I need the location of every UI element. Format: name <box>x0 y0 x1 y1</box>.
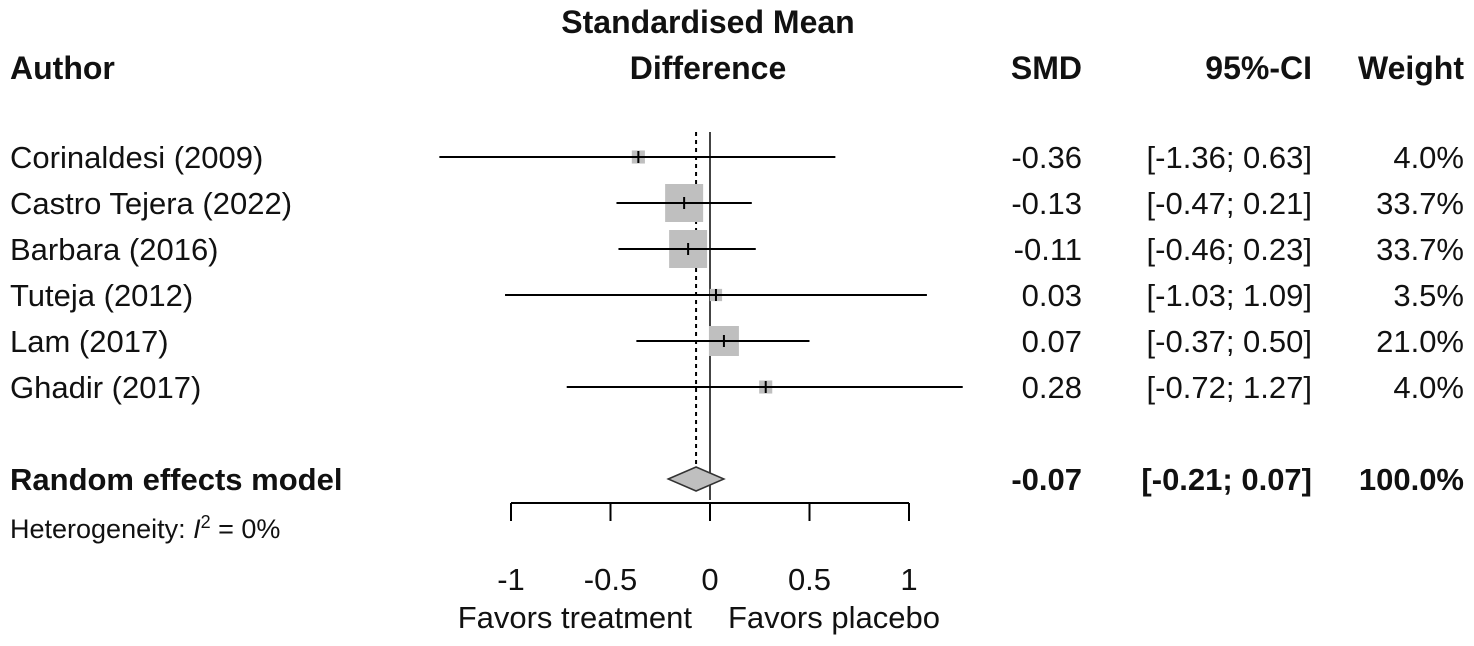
favors-right-label: Favors placebo <box>728 600 940 635</box>
study-author: Tuteja (2012) <box>10 278 194 313</box>
study-ci: [-0.46; 0.23] <box>1146 232 1312 267</box>
chart-title-line1: Standardised Mean <box>561 4 855 40</box>
study-weight: 33.7% <box>1376 232 1464 267</box>
favors-left-label: Favors treatment <box>457 600 692 635</box>
x-axis-tick-label: 0.5 <box>788 562 831 597</box>
study-author: Barbara (2016) <box>10 232 219 267</box>
heterogeneity-text: Heterogeneity: I2 = 0% <box>10 512 280 545</box>
study-weight: 3.5% <box>1393 278 1464 313</box>
author-column-header: Author <box>10 50 115 86</box>
study-smd: -0.11 <box>1013 232 1082 267</box>
study-weight: 4.0% <box>1393 370 1464 405</box>
study-smd: 0.28 <box>1021 370 1082 405</box>
pooled-smd: -0.07 <box>1011 462 1082 497</box>
pooled-diamond <box>666 466 726 492</box>
study-smd: 0.03 <box>1021 278 1082 313</box>
study-ci: [-0.72; 1.27] <box>1146 370 1312 405</box>
study-author: Ghadir (2017) <box>10 370 202 405</box>
study-ci: [-0.47; 0.21] <box>1146 186 1312 221</box>
x-axis-tick-label: 1 <box>900 562 917 597</box>
heterogeneity-suffix: = 0% <box>210 514 281 544</box>
weight-column-header: Weight <box>1357 50 1464 86</box>
x-axis-tick-label: -1 <box>497 562 525 597</box>
heterogeneity-superscript: 2 <box>200 512 211 532</box>
study-weight: 21.0% <box>1376 324 1464 359</box>
smd-column-header: SMD <box>1010 50 1082 86</box>
pooled-weight: 100.0% <box>1358 462 1464 497</box>
x-axis-tick-label: 0 <box>701 562 718 597</box>
study-smd: -0.36 <box>1011 140 1082 175</box>
pooled-ci: [-0.21; 0.07] <box>1141 462 1312 497</box>
study-weight: 33.7% <box>1376 186 1464 221</box>
heterogeneity-symbol: I <box>193 514 201 544</box>
study-smd: -0.13 <box>1011 186 1082 221</box>
study-smd: 0.07 <box>1021 324 1082 359</box>
pooled-label: Random effects model <box>10 462 343 497</box>
study-author: Lam (2017) <box>10 324 169 359</box>
study-weight: 4.0% <box>1393 140 1464 175</box>
study-ci: [-1.36; 0.63] <box>1146 140 1312 175</box>
study-author: Castro Tejera (2022) <box>10 186 293 221</box>
heterogeneity-prefix: Heterogeneity: <box>10 514 194 544</box>
chart-title-line2: Difference <box>629 50 787 86</box>
study-author: Corinaldesi (2009) <box>10 140 264 175</box>
study-ci: [-1.03; 1.09] <box>1146 278 1312 313</box>
study-ci: [-0.37; 0.50] <box>1146 324 1312 359</box>
ci-column-header: 95%-CI <box>1205 50 1312 86</box>
x-axis-tick-label: -0.5 <box>584 562 637 597</box>
